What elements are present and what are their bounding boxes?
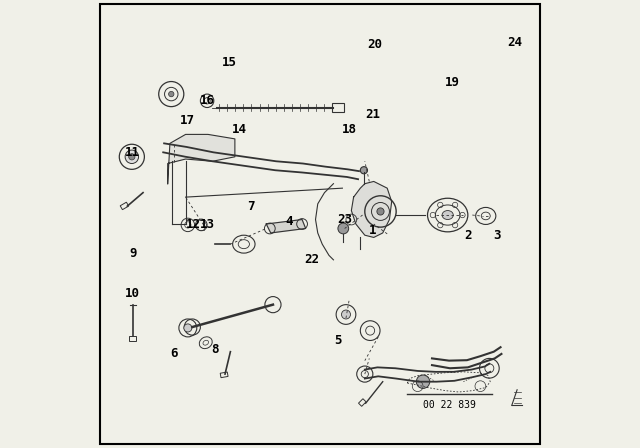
Text: 21: 21 <box>365 108 380 121</box>
Circle shape <box>342 310 351 319</box>
Text: 8: 8 <box>211 343 218 356</box>
Circle shape <box>360 167 367 174</box>
Ellipse shape <box>442 211 453 220</box>
Circle shape <box>129 154 135 160</box>
Text: 10: 10 <box>125 287 140 300</box>
Circle shape <box>377 208 384 215</box>
Polygon shape <box>168 134 235 184</box>
Circle shape <box>125 150 139 164</box>
Text: 15: 15 <box>222 56 237 69</box>
Bar <box>220 372 228 378</box>
Text: 5: 5 <box>334 334 342 347</box>
Text: 3: 3 <box>493 228 500 242</box>
Text: 9: 9 <box>129 246 136 260</box>
Circle shape <box>416 375 430 388</box>
Text: 12: 12 <box>186 217 201 231</box>
Text: 22: 22 <box>305 253 319 267</box>
Bar <box>129 336 136 341</box>
Polygon shape <box>351 181 392 237</box>
Polygon shape <box>266 220 306 233</box>
Circle shape <box>184 324 192 332</box>
Text: 11: 11 <box>125 146 140 159</box>
Bar <box>332 103 344 112</box>
Text: 4: 4 <box>285 215 292 228</box>
Bar <box>358 399 366 406</box>
Circle shape <box>338 223 349 234</box>
Text: 6: 6 <box>171 347 178 361</box>
Text: 2: 2 <box>464 228 472 242</box>
Text: 7: 7 <box>247 199 254 213</box>
Text: 13: 13 <box>200 217 214 231</box>
Text: 14: 14 <box>232 123 247 137</box>
Text: 23: 23 <box>337 213 352 226</box>
Text: 16: 16 <box>200 94 214 108</box>
Bar <box>120 202 129 210</box>
Text: 19: 19 <box>445 76 460 90</box>
Text: 17: 17 <box>180 113 195 127</box>
Circle shape <box>168 91 174 97</box>
Text: 20: 20 <box>367 38 383 52</box>
Text: 24: 24 <box>508 36 522 49</box>
Text: 18: 18 <box>342 123 356 137</box>
Text: 1: 1 <box>369 224 376 237</box>
Text: 00 22 839: 00 22 839 <box>424 400 476 409</box>
